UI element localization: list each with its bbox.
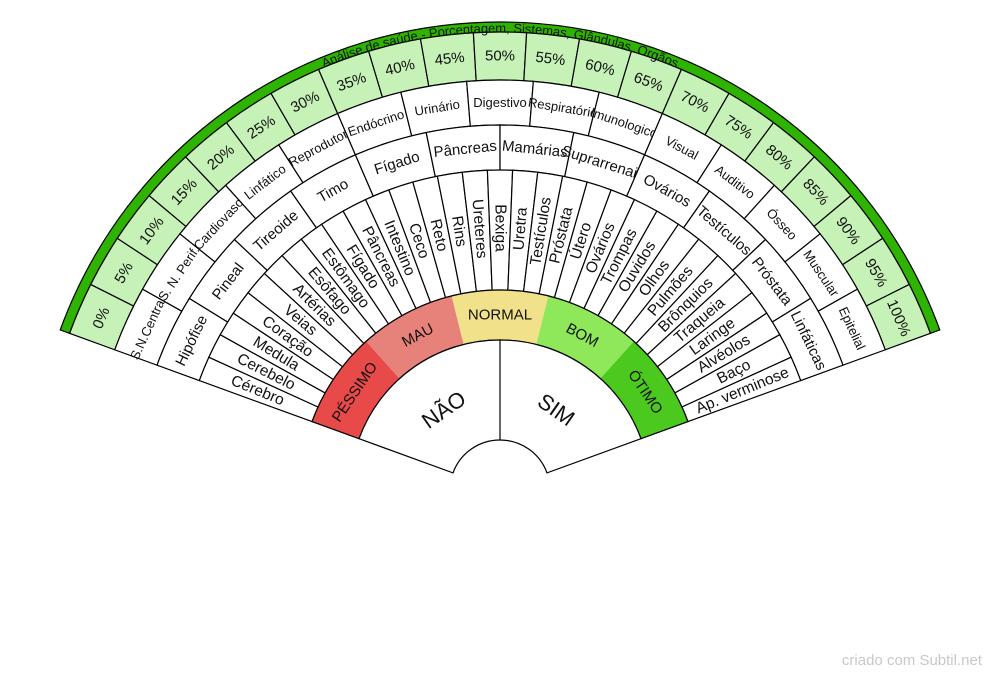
percentage-label-45: 45%	[434, 49, 466, 69]
level-label-normal: NORMAL	[468, 307, 532, 324]
system-label-digestivo: Digestivo	[473, 95, 526, 110]
percentage-label-50: 50%	[485, 48, 515, 65]
percentage-label-40: 40%	[383, 56, 416, 79]
answer-ring: NÃO SIM	[358, 339, 642, 474]
level-cell-mau	[366, 295, 464, 379]
level-cell-normal	[451, 290, 549, 345]
credit-text: criado com Subtil.net	[841, 652, 982, 669]
percentage-label-55: 55%	[534, 49, 566, 69]
gland-label-mamarias: Mamárias	[501, 137, 568, 161]
system-label-urinario: Urinário	[413, 97, 460, 119]
organ-label-rins: Rins	[448, 215, 470, 249]
organ-label-uretra: Uretra	[510, 206, 530, 251]
organ-label-bexiga: Bexiga	[492, 204, 509, 252]
gland-label-pancreas: Pâncreas	[433, 138, 498, 161]
level-cell-otimo	[600, 341, 688, 439]
percentage-label-60: 60%	[584, 56, 617, 79]
organ-label-ureteres: Ureteres	[469, 199, 491, 260]
level-cell-bom	[536, 295, 634, 379]
level-cell-pessimo	[312, 341, 400, 439]
